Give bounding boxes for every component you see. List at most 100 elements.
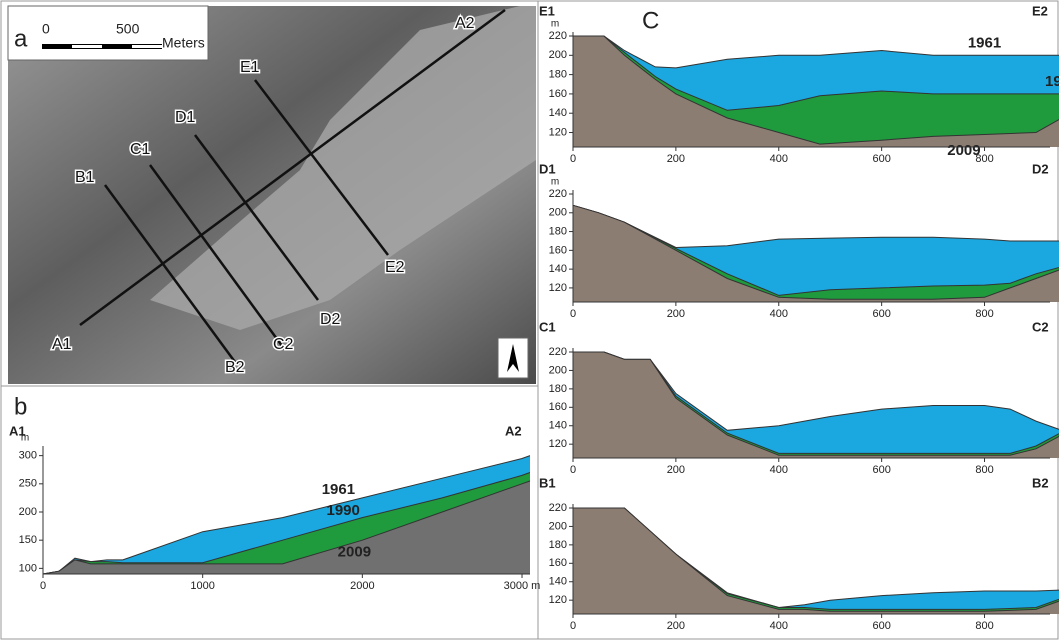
endpoint-label: C2 — [1032, 319, 1049, 334]
x-tick-label: 800 — [975, 308, 993, 320]
y-tick-label: 100 — [19, 562, 37, 574]
series-label: 2009 — [338, 544, 371, 561]
panel-label: C — [642, 7, 659, 34]
x-tick-label: 400 — [770, 620, 788, 632]
y-tick-label: 200 — [549, 49, 567, 61]
series-label: 1961 — [968, 34, 1001, 51]
x-tick-label: 600 — [872, 620, 890, 632]
endpoint-label: D2 — [1032, 161, 1049, 176]
y-tick-label: 300 — [19, 450, 37, 462]
x-tick-label: 600 — [872, 464, 890, 476]
profile-line — [79, 8, 506, 327]
panel-label: b — [14, 393, 27, 420]
y-tick-label: 120 — [549, 594, 567, 606]
map-label: B2 — [225, 359, 245, 376]
map: 0 500 Meters a A1 A2 B1 B2 C1 C2 D1 D2 E… — [7, 5, 536, 384]
map-label: E1 — [240, 59, 260, 76]
endpoint-label: D1 — [539, 161, 556, 176]
y-tick-label: 160 — [549, 88, 567, 100]
x-tick-label: 200 — [667, 308, 685, 320]
y-tick-label: 140 — [549, 420, 567, 432]
scale-bar — [132, 45, 162, 48]
x-tick-label: 200 — [667, 153, 685, 165]
scale-tick: 0 — [42, 21, 50, 37]
x-tick-label: 400 — [770, 464, 788, 476]
y-unit: m — [551, 177, 559, 188]
north-arrow — [507, 344, 519, 372]
x-tick-label: 0 — [40, 580, 46, 592]
map-label: D2 — [320, 311, 341, 328]
y-tick-label: 220 — [549, 30, 567, 42]
x-tick-label: 0 — [570, 464, 576, 476]
y-tick-label: 160 — [549, 244, 567, 256]
area — [573, 508, 1059, 614]
y-tick-label: 120 — [549, 282, 567, 294]
x-tick-label: 0 — [570, 153, 576, 165]
x-tick-label: 2000 — [350, 580, 374, 592]
surface-line — [42, 455, 531, 575]
profile-line — [193, 134, 320, 301]
scale-box — [7, 5, 209, 61]
x-tick-label: 600 — [872, 153, 890, 165]
charts: 1961 1990 2009 120 140 160 180 200 220 0 200 400 600… — [9, 3, 1059, 632]
y-tick-label: 120 — [549, 438, 567, 450]
x-tick-label: 400 — [770, 308, 788, 320]
x-tick-label: 800 — [975, 153, 993, 165]
profile-line — [254, 79, 389, 256]
y-tick-label: 120 — [549, 126, 567, 138]
x-tick-label: 0 — [570, 620, 576, 632]
x-tick-label: 800 — [975, 620, 993, 632]
area — [573, 352, 1059, 458]
y-tick-label: 180 — [549, 225, 567, 237]
x-tick-label: 800 — [975, 464, 993, 476]
map-label: A2 — [455, 15, 475, 32]
x-tick-label: 0 — [570, 308, 576, 320]
x-tick-label: 600 — [872, 308, 890, 320]
scale-unit: Meters — [162, 35, 205, 51]
x-tick-label: 200 — [667, 464, 685, 476]
y-tick-label: 200 — [19, 506, 37, 518]
series-label: 1990 — [1045, 73, 1059, 90]
surface-line — [573, 351, 1059, 456]
x-tick-label: 1000 — [190, 580, 214, 592]
y-tick-label: 160 — [549, 401, 567, 413]
y-tick-label: 150 — [19, 534, 37, 546]
panel-label: a — [14, 25, 28, 52]
series-label: 1961 — [322, 481, 355, 498]
series-label: 1990 — [326, 502, 359, 519]
y-tick-label: 140 — [549, 576, 567, 588]
profile-line — [103, 184, 237, 363]
y-tick-label: 220 — [549, 502, 567, 514]
surface-line — [42, 480, 531, 575]
y-unit: m — [21, 433, 29, 444]
y-tick-label: 180 — [549, 69, 567, 81]
y-tick-label: 160 — [549, 557, 567, 569]
x-tick-label: 200 — [667, 620, 685, 632]
y-tick-label: 200 — [549, 364, 567, 376]
y-tick-label: 140 — [549, 107, 567, 119]
y-tick-label: 200 — [549, 207, 567, 219]
area — [573, 205, 1059, 302]
area — [573, 36, 1059, 147]
surface-line — [573, 35, 1059, 145]
y-tick-label: 140 — [549, 263, 567, 275]
profile-line — [148, 164, 287, 351]
map-label: C1 — [130, 141, 151, 158]
y-tick-label: 250 — [19, 478, 37, 490]
endpoint-label: E2 — [1032, 3, 1048, 18]
y-tick-label: 180 — [549, 383, 567, 395]
scale-bar — [72, 45, 102, 48]
series-label: 2009 — [947, 142, 980, 159]
map-label: B1 — [75, 169, 95, 186]
endpoint-label: E1 — [539, 3, 555, 18]
endpoint-label: B2 — [1032, 475, 1049, 490]
map-label: D1 — [175, 109, 196, 126]
surface-line — [573, 507, 1059, 610]
endpoint-label: A1 — [9, 423, 26, 438]
y-tick-label: 200 — [549, 520, 567, 532]
map-label: C2 — [273, 336, 294, 353]
map-label: A1 — [52, 336, 72, 353]
surface-line — [572, 204, 1059, 300]
